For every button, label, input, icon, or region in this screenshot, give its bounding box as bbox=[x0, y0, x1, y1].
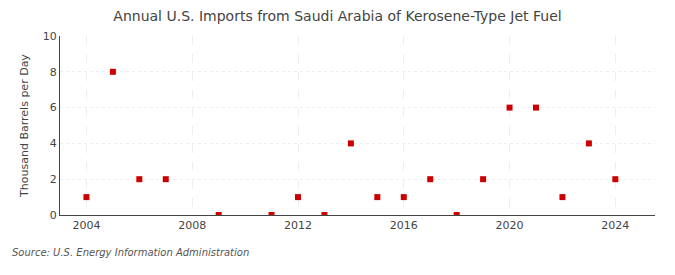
svg-text:10: 10 bbox=[43, 30, 57, 43]
svg-text:Source: U.S. Energy Informatio: Source: U.S. Energy Information Administ… bbox=[12, 247, 249, 258]
svg-text:2016: 2016 bbox=[390, 219, 418, 232]
svg-text:2: 2 bbox=[50, 173, 57, 186]
svg-text:Annual U.S. Imports from Saudi: Annual U.S. Imports from Saudi Arabia of… bbox=[113, 8, 561, 24]
svg-text:8: 8 bbox=[50, 66, 57, 79]
svg-text:2004: 2004 bbox=[72, 219, 100, 232]
svg-text:2024: 2024 bbox=[601, 219, 629, 232]
svg-text:2020: 2020 bbox=[496, 219, 524, 232]
svg-text:4: 4 bbox=[50, 137, 57, 150]
svg-text:2008: 2008 bbox=[178, 219, 206, 232]
svg-text:6: 6 bbox=[50, 101, 57, 114]
svg-text:2012: 2012 bbox=[284, 219, 312, 232]
svg-text:Thousand Barrels per Day: Thousand Barrels per Day bbox=[18, 54, 31, 198]
svg-text:0: 0 bbox=[50, 209, 57, 222]
